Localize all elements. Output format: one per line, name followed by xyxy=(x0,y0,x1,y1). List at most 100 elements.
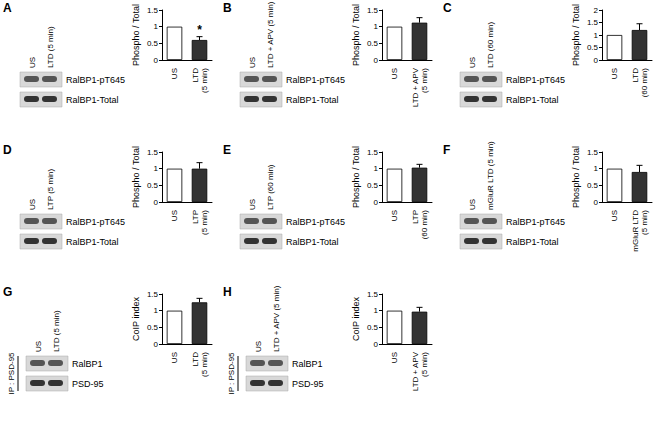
svg-text:RalBP1: RalBP1 xyxy=(292,359,323,369)
svg-text:RalBP1-pT645: RalBP1-pT645 xyxy=(286,75,345,85)
svg-text:1.5: 1.5 xyxy=(367,290,379,299)
svg-text:1: 1 xyxy=(374,22,379,31)
svg-text:0: 0 xyxy=(374,198,379,207)
svg-text:1.5: 1.5 xyxy=(587,148,599,157)
svg-text:0.5: 0.5 xyxy=(147,181,159,190)
svg-text:Phospho / Total: Phospho / Total xyxy=(351,4,361,66)
svg-text:Phospho / Total: Phospho / Total xyxy=(131,146,141,208)
svg-text:US: US xyxy=(28,199,37,210)
svg-text:RalBP1-Total: RalBP1-Total xyxy=(506,237,559,247)
svg-text:1.5: 1.5 xyxy=(587,18,599,27)
svg-text:US: US xyxy=(468,199,477,210)
svg-text:(5 min): (5 min) xyxy=(200,352,209,377)
svg-text:LTD + APV: LTD + APV xyxy=(411,351,420,391)
svg-text:1.5: 1.5 xyxy=(367,6,379,15)
svg-text:IP : PSD-95: IP : PSD-95 xyxy=(7,352,16,395)
svg-text:US: US xyxy=(254,341,263,352)
svg-text:RalBP1-Total: RalBP1-Total xyxy=(506,95,559,105)
svg-text:RalBP1-Total: RalBP1-Total xyxy=(66,95,119,105)
svg-text:0.5: 0.5 xyxy=(367,181,379,190)
svg-text:0.5: 0.5 xyxy=(147,39,159,48)
svg-text:US: US xyxy=(28,57,37,68)
svg-text:0.5: 0.5 xyxy=(587,181,599,190)
svg-text:(5 min): (5 min) xyxy=(420,352,429,377)
svg-text:1: 1 xyxy=(374,306,379,315)
svg-text:1.5: 1.5 xyxy=(147,148,159,157)
svg-text:RalBP1-pT645: RalBP1-pT645 xyxy=(66,217,125,227)
svg-text:1.5: 1.5 xyxy=(147,290,159,299)
svg-text:0.5: 0.5 xyxy=(367,39,379,48)
svg-text:0.5: 0.5 xyxy=(367,323,379,332)
svg-text:LTD + APV: LTD + APV xyxy=(411,67,420,107)
svg-text:LTD (60 min): LTD (60 min) xyxy=(486,22,495,68)
svg-text:1: 1 xyxy=(154,22,159,31)
svg-text:0: 0 xyxy=(154,198,159,207)
svg-text:(60 min): (60 min) xyxy=(640,68,649,98)
svg-text:H: H xyxy=(223,285,232,299)
svg-text:US: US xyxy=(34,341,43,352)
svg-text:LTD: LTD xyxy=(191,68,200,83)
svg-text:0: 0 xyxy=(154,340,159,349)
svg-text:C: C xyxy=(443,1,452,15)
svg-text:(5 min): (5 min) xyxy=(640,210,649,235)
svg-text:US: US xyxy=(610,68,619,79)
svg-text:B: B xyxy=(223,1,232,15)
svg-text:Phospho / Total: Phospho / Total xyxy=(131,4,141,66)
svg-text:RalBP1-Total: RalBP1-Total xyxy=(286,95,339,105)
svg-text:1: 1 xyxy=(594,164,599,173)
svg-text:US: US xyxy=(248,199,257,210)
svg-text:US: US xyxy=(610,210,619,221)
svg-text:RalBP1-pT645: RalBP1-pT645 xyxy=(66,75,125,85)
svg-text:2: 2 xyxy=(594,6,599,15)
svg-text:1: 1 xyxy=(594,31,599,40)
svg-text:CoIP index: CoIP index xyxy=(131,297,141,341)
svg-text:G: G xyxy=(3,285,12,299)
svg-text:F: F xyxy=(443,143,450,157)
svg-text:1: 1 xyxy=(374,164,379,173)
svg-text:US: US xyxy=(170,210,179,221)
svg-text:LTD: LTD xyxy=(631,68,640,83)
svg-text:US: US xyxy=(170,68,179,79)
svg-text:D: D xyxy=(3,143,12,157)
svg-text:mGluR LTD (5 min): mGluR LTD (5 min) xyxy=(486,141,495,210)
svg-text:1.5: 1.5 xyxy=(367,148,379,157)
svg-text:US: US xyxy=(248,57,257,68)
svg-text:0.5: 0.5 xyxy=(587,43,599,52)
svg-text:US: US xyxy=(390,352,399,363)
svg-text:LTD + APV (5 min): LTD + APV (5 min) xyxy=(266,1,275,68)
svg-text:(5 min): (5 min) xyxy=(420,68,429,93)
svg-text:RalBP1: RalBP1 xyxy=(72,359,103,369)
svg-text:(60 min): (60 min) xyxy=(420,210,429,240)
svg-text:LTP (5 min): LTP (5 min) xyxy=(46,169,55,210)
svg-text:*: * xyxy=(197,23,202,37)
svg-text:Phospho / Total: Phospho / Total xyxy=(571,4,581,66)
svg-text:E: E xyxy=(223,143,231,157)
svg-text:US: US xyxy=(468,57,477,68)
svg-text:Phospho / Total: Phospho / Total xyxy=(351,146,361,208)
svg-text:Phospho / Total: Phospho / Total xyxy=(571,146,581,208)
svg-text:CoIP index: CoIP index xyxy=(351,297,361,341)
svg-text:0: 0 xyxy=(374,56,379,65)
svg-text:0: 0 xyxy=(374,340,379,349)
svg-text:LTP (60 min): LTP (60 min) xyxy=(266,164,275,210)
svg-text:PSD-95: PSD-95 xyxy=(292,379,324,389)
svg-text:LTP: LTP xyxy=(411,210,420,224)
svg-text:A: A xyxy=(3,1,12,15)
svg-text:0: 0 xyxy=(594,56,599,65)
svg-text:LTD (5 min): LTD (5 min) xyxy=(46,26,55,68)
svg-text:US: US xyxy=(170,352,179,363)
svg-text:1: 1 xyxy=(154,306,159,315)
svg-text:LTD + APV (5 min): LTD + APV (5 min) xyxy=(272,285,281,352)
svg-text:US: US xyxy=(390,210,399,221)
svg-text:1: 1 xyxy=(154,164,159,173)
svg-text:RalBP1-Total: RalBP1-Total xyxy=(286,237,339,247)
svg-text:1.5: 1.5 xyxy=(147,6,159,15)
svg-text:0.5: 0.5 xyxy=(147,323,159,332)
svg-text:LTP: LTP xyxy=(191,210,200,224)
svg-text:RalBP1-pT645: RalBP1-pT645 xyxy=(286,217,345,227)
svg-text:RalBP1-pT645: RalBP1-pT645 xyxy=(506,217,565,227)
svg-text:RalBP1-pT645: RalBP1-pT645 xyxy=(506,75,565,85)
svg-text:0: 0 xyxy=(154,56,159,65)
svg-text:RalBP1-Total: RalBP1-Total xyxy=(66,237,119,247)
svg-text:LTD (5 min): LTD (5 min) xyxy=(52,310,61,352)
